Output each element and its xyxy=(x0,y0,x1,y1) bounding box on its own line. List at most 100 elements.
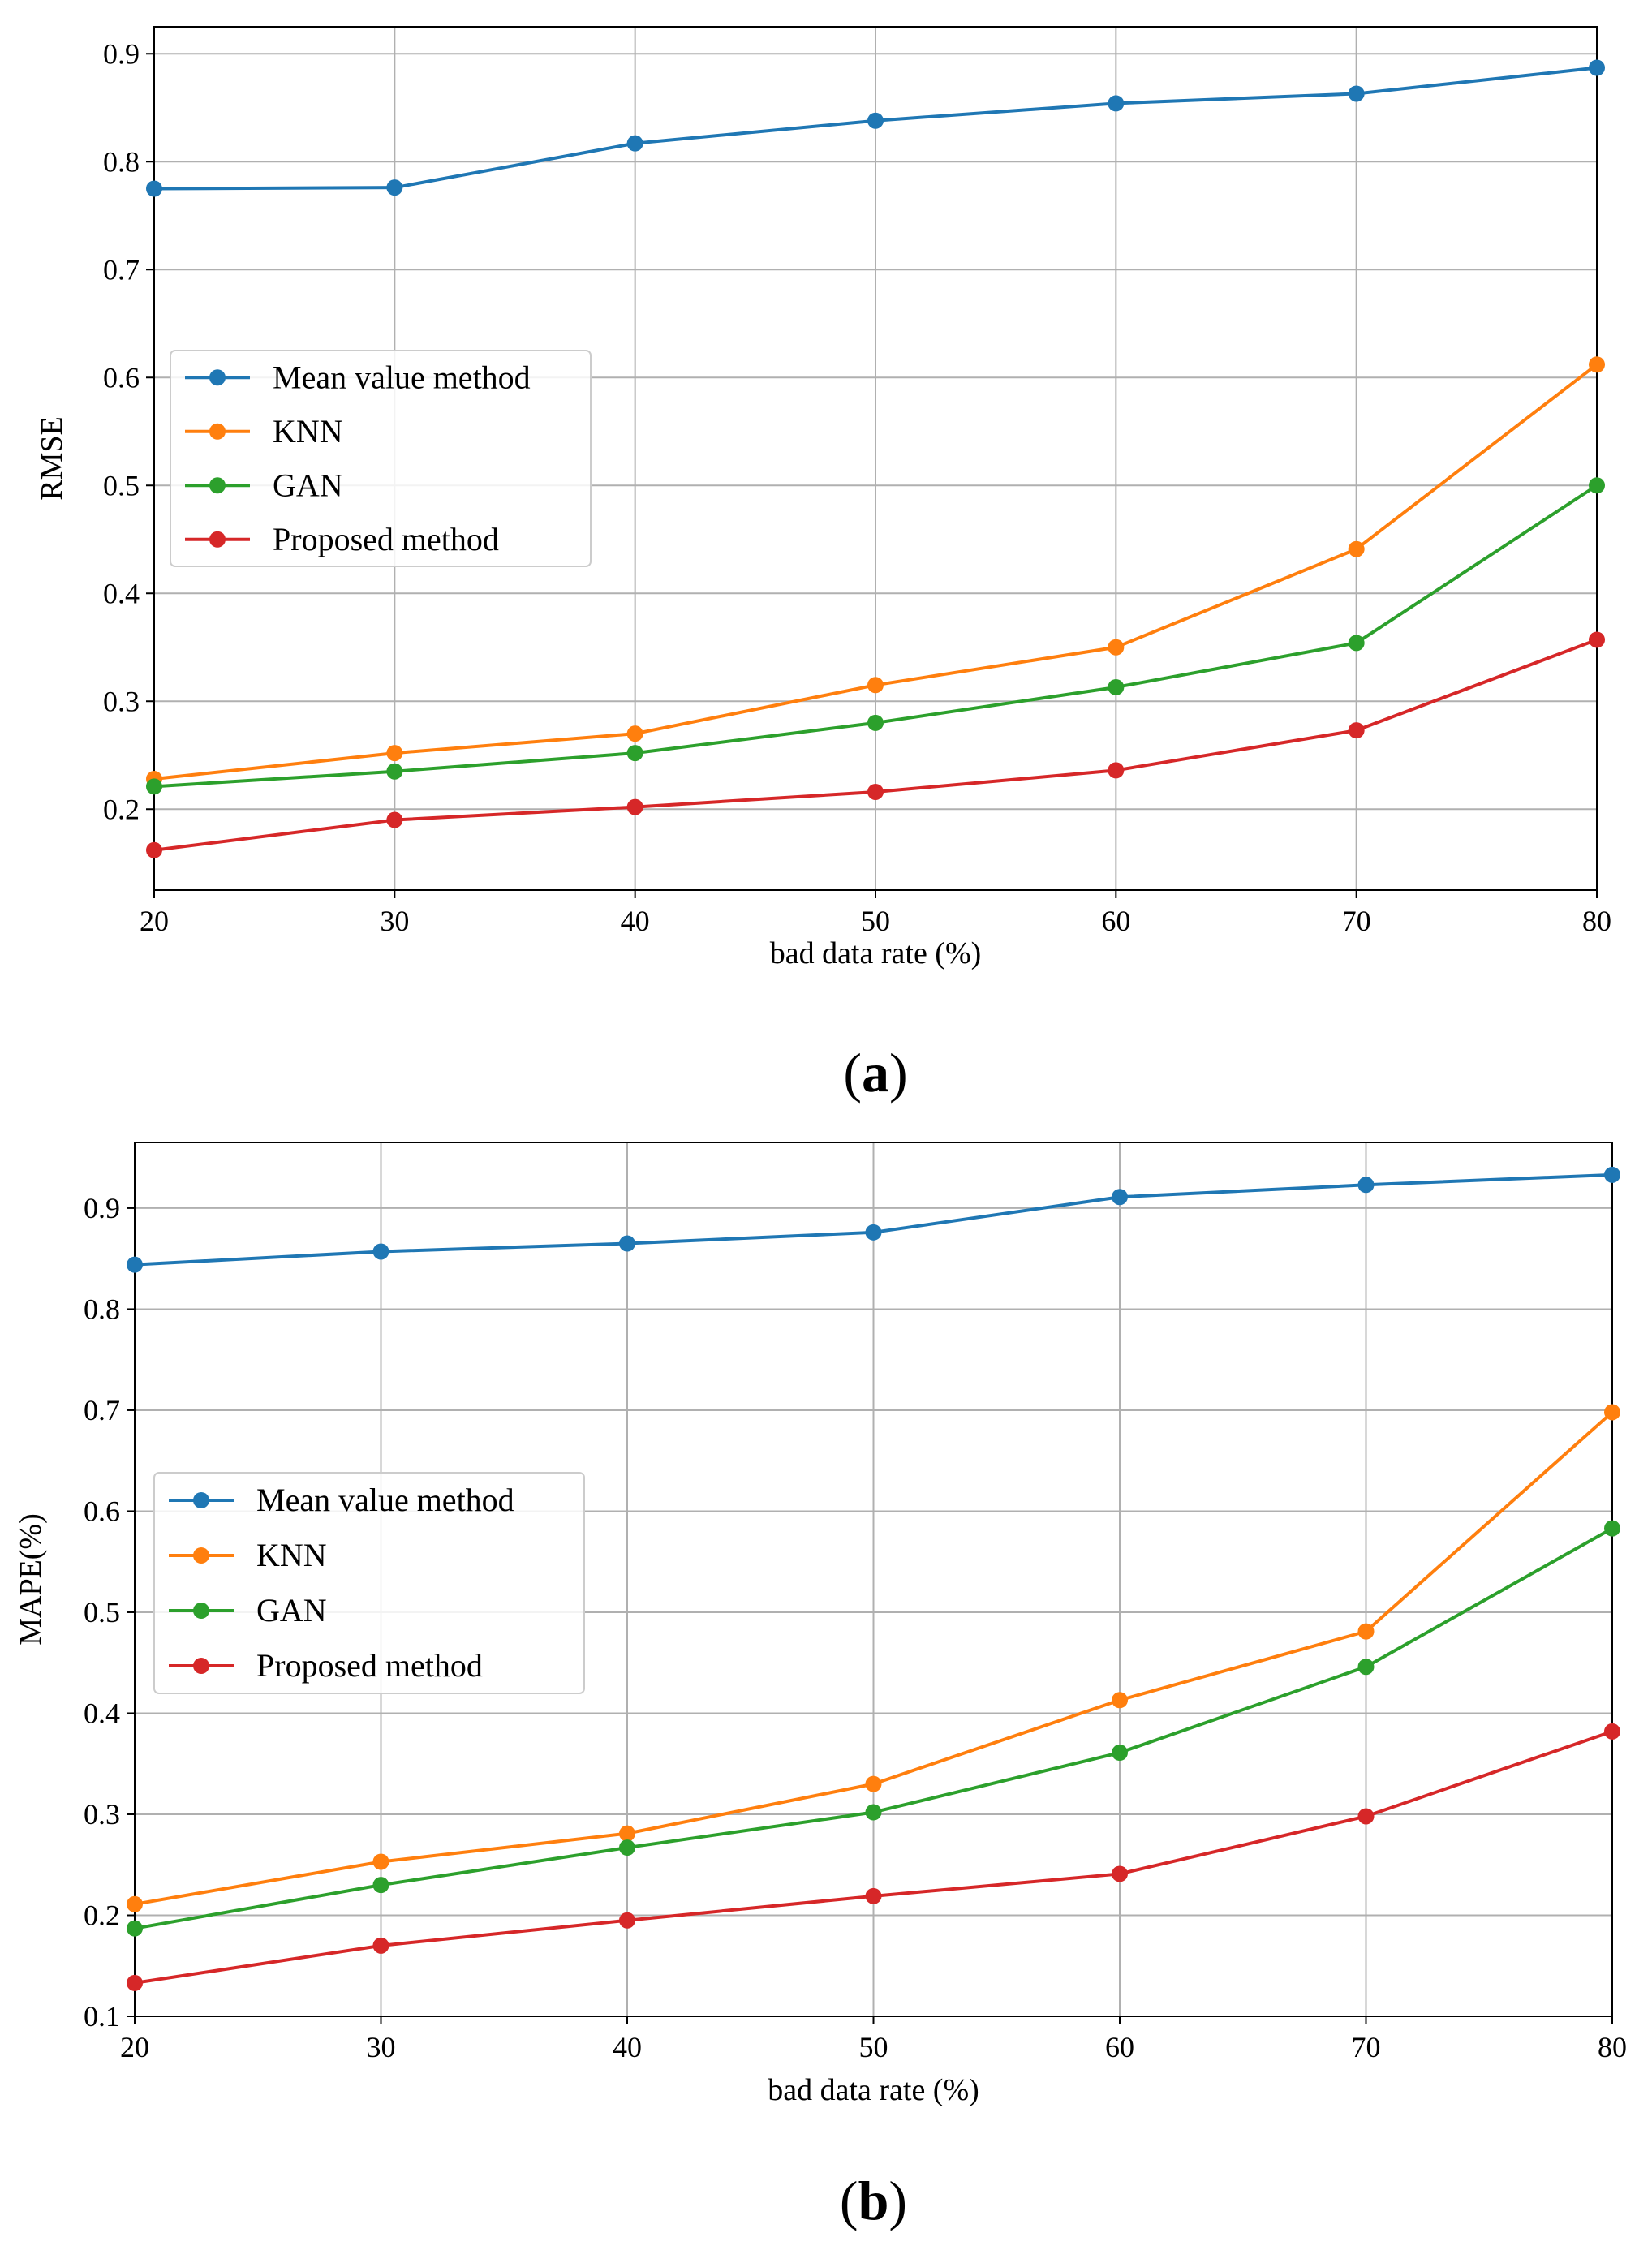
x-tick-label: 30 xyxy=(380,905,409,937)
data-point-mean-value-method xyxy=(1589,59,1605,76)
data-point-mean-value-method xyxy=(626,135,643,152)
x-tick-label: 50 xyxy=(859,2031,888,2063)
data-point-gan xyxy=(619,1839,635,1856)
data-point-knn xyxy=(1357,1623,1375,1640)
y-tick-label: 0.6 xyxy=(103,361,140,394)
legend-box xyxy=(153,1472,585,1694)
y-tick-label: 0.3 xyxy=(103,685,140,717)
y-tick-label: 0.5 xyxy=(84,1596,120,1628)
data-point-knn xyxy=(1589,356,1605,373)
data-point-mean-value-method xyxy=(865,1224,882,1241)
data-point-proposed-method xyxy=(1112,1865,1128,1882)
y-tick-label: 0.7 xyxy=(103,253,140,286)
data-point-gan xyxy=(146,778,162,795)
x-tick-label: 60 xyxy=(1101,905,1130,937)
data-point-gan xyxy=(1108,678,1125,695)
x-tick-label: 30 xyxy=(367,2031,396,2063)
chart-panel-b: 20 30 40 50 60 70 80 0.1 0.2 0.3 0.4 0.5 0.6 0.7 0.8 0.… xyxy=(14,1142,1627,2231)
legend-marker-proposed-method xyxy=(209,531,226,548)
data-point-knn xyxy=(1108,639,1125,656)
data-point-knn xyxy=(619,1825,635,1842)
data-point-mean-value-method xyxy=(127,1256,143,1273)
data-point-mean-value-method xyxy=(146,180,162,197)
legend-marker-gan xyxy=(209,477,226,494)
legend-marker-proposed-method xyxy=(193,1658,209,1674)
x-tick-label: 70 xyxy=(1342,905,1371,937)
legend-marker-gan xyxy=(193,1603,209,1619)
data-point-knn xyxy=(386,745,403,762)
data-point-mean-value-method xyxy=(1108,95,1125,112)
legend-label-proposed-method: Proposed method xyxy=(256,1647,483,1684)
data-point-knn xyxy=(1348,540,1365,557)
chart-panel-a: 20 30 40 50 60 70 80 0.2 0.3 0.4 0.5 0.6 0.7 0.8 0.9 ba… xyxy=(35,26,1611,1104)
data-point-gan xyxy=(865,1804,882,1821)
x-tick-label: 20 xyxy=(140,905,169,937)
data-point-knn xyxy=(372,1853,389,1870)
y-tick-label: 0.9 xyxy=(103,37,140,70)
data-point-proposed-method xyxy=(146,841,162,858)
panel-caption: (b) xyxy=(840,2170,907,2231)
y-tick-label: 0.8 xyxy=(84,1293,120,1325)
legend-label-knn: KNN xyxy=(256,1537,327,1573)
data-point-knn xyxy=(1604,1404,1620,1421)
x-tick-label: 40 xyxy=(621,905,650,937)
legend-marker-knn xyxy=(209,423,226,440)
caption-open-paren: ( xyxy=(840,2170,858,2231)
data-point-knn xyxy=(867,677,884,694)
legend-marker-knn xyxy=(193,1547,209,1564)
caption-close-paren: ) xyxy=(889,1042,908,1104)
y-tick-label: 0.2 xyxy=(103,793,140,825)
data-point-knn xyxy=(626,725,643,742)
data-point-gan xyxy=(626,745,643,762)
data-point-mean-value-method xyxy=(1604,1166,1620,1183)
data-point-proposed-method xyxy=(626,798,643,815)
legend-label-gan: GAN xyxy=(256,1592,327,1628)
data-point-mean-value-method xyxy=(1112,1189,1128,1206)
data-point-gan xyxy=(867,714,884,731)
legend-label-mean-value-method: Mean value method xyxy=(256,1482,514,1518)
x-tick-label: 70 xyxy=(1352,2031,1381,2063)
legend-label-proposed-method: Proposed method xyxy=(273,521,499,557)
data-point-knn xyxy=(127,1895,143,1912)
data-point-proposed-method xyxy=(867,783,884,800)
data-point-knn xyxy=(865,1775,882,1792)
y-tick-label: 0.5 xyxy=(103,469,140,501)
caption-close-paren: ) xyxy=(888,2170,907,2231)
x-axis-label: bad data rate (%) xyxy=(768,2073,979,2107)
y-tick-label: 0.6 xyxy=(84,1495,120,1527)
legend-marker-mean-value-method xyxy=(209,369,226,386)
y-axis-label: MAPE(%) xyxy=(14,1513,48,1646)
x-tick-label: 80 xyxy=(1582,905,1611,937)
legend-label-mean-value-method: Mean value method xyxy=(273,359,531,395)
data-point-proposed-method xyxy=(865,1887,882,1904)
data-point-gan xyxy=(1357,1659,1375,1676)
y-axis-label: RMSE xyxy=(35,416,69,500)
caption-open-paren: ( xyxy=(843,1042,862,1104)
caption-letter: a xyxy=(862,1042,889,1104)
y-tick-label: 0.3 xyxy=(84,1798,120,1831)
x-tick-label: 20 xyxy=(120,2031,149,2063)
data-point-gan xyxy=(372,1877,389,1894)
data-point-gan xyxy=(1604,1520,1620,1537)
data-point-proposed-method xyxy=(386,811,403,828)
data-point-knn xyxy=(1112,1692,1128,1709)
data-point-proposed-method xyxy=(372,1937,389,1954)
data-point-gan xyxy=(127,1920,143,1937)
data-point-mean-value-method xyxy=(867,112,884,129)
data-point-proposed-method xyxy=(1348,722,1365,739)
data-point-proposed-method xyxy=(1604,1723,1620,1740)
y-tick-label: 0.4 xyxy=(103,577,140,609)
x-tick-label: 80 xyxy=(1598,2031,1627,2063)
data-point-proposed-method xyxy=(1357,1808,1375,1825)
y-tick-label: 0.2 xyxy=(84,1899,120,1931)
data-point-gan xyxy=(1112,1745,1128,1762)
y-tick-label: 0.4 xyxy=(84,1697,120,1729)
legend-box xyxy=(170,350,592,567)
data-point-gan xyxy=(1589,477,1605,494)
legend: Mean value method KNN GAN Proposed method xyxy=(170,350,592,567)
legend-marker-mean-value-method xyxy=(193,1492,209,1508)
data-point-proposed-method xyxy=(1108,762,1125,779)
y-tick-label: 0.8 xyxy=(103,145,140,178)
data-point-proposed-method xyxy=(619,1912,635,1929)
